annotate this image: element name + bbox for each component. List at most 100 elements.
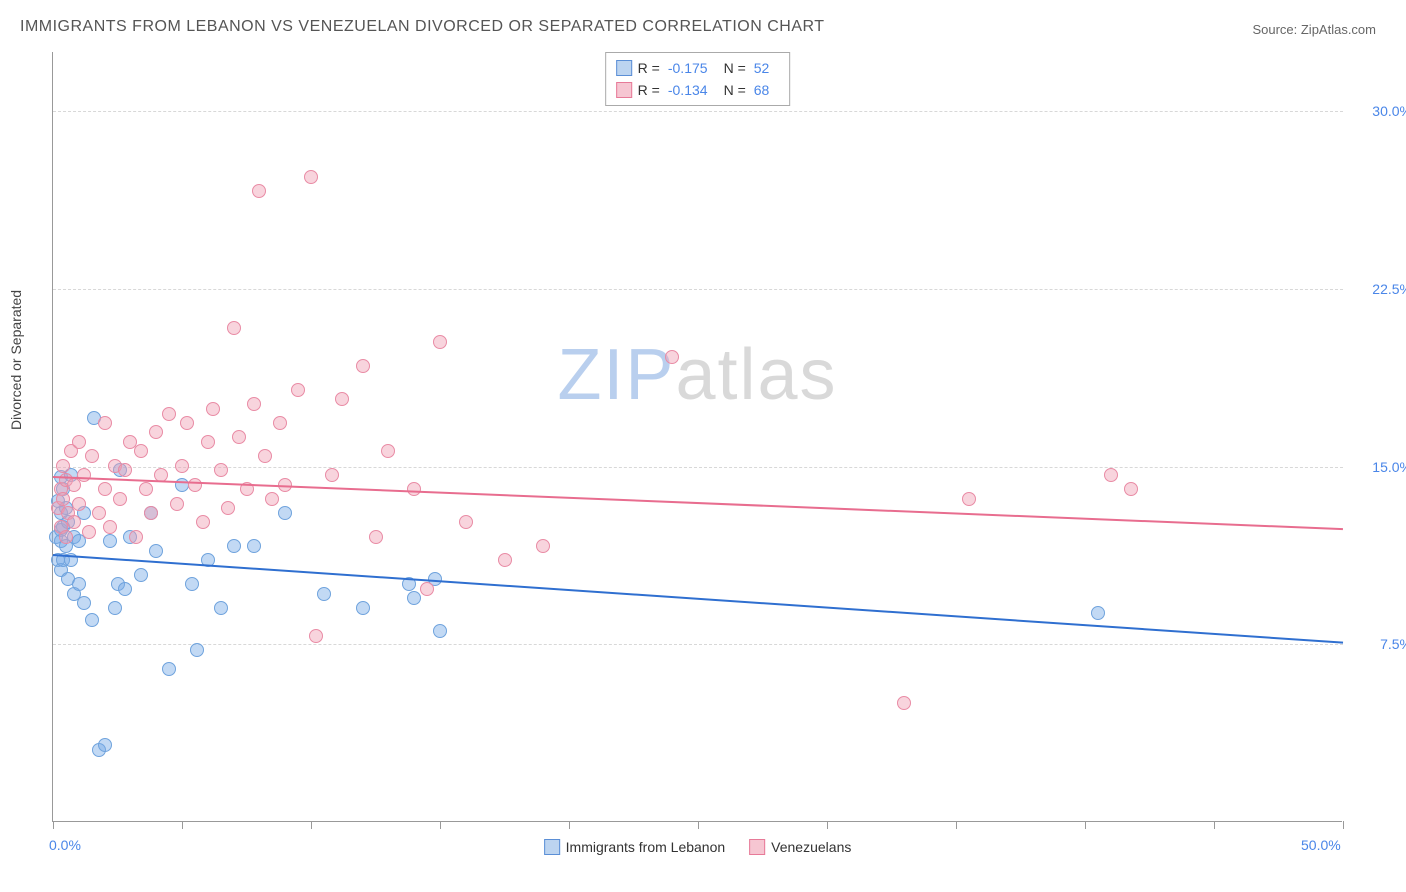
data-point bbox=[201, 435, 215, 449]
data-point bbox=[92, 506, 106, 520]
legend-r-value: -0.134 bbox=[668, 79, 708, 101]
y-tick-label: 15.0% bbox=[1352, 459, 1406, 475]
data-point bbox=[175, 478, 189, 492]
data-point bbox=[118, 582, 132, 596]
data-point bbox=[56, 459, 70, 473]
legend-row: R = -0.134N = 68 bbox=[616, 79, 780, 101]
data-point bbox=[278, 506, 292, 520]
data-point bbox=[162, 407, 176, 421]
legend-swatch bbox=[616, 60, 632, 76]
data-point bbox=[72, 497, 86, 511]
data-point bbox=[98, 416, 112, 430]
data-point bbox=[214, 463, 228, 477]
trend-line bbox=[53, 554, 1343, 644]
source-attribution: Source: ZipAtlas.com bbox=[1252, 22, 1376, 37]
x-tick bbox=[698, 821, 699, 829]
data-point bbox=[227, 321, 241, 335]
data-point bbox=[962, 492, 976, 506]
data-point bbox=[175, 459, 189, 473]
data-point bbox=[325, 468, 339, 482]
data-point bbox=[897, 696, 911, 710]
series-legend: Immigrants from Lebanon Venezuelans bbox=[544, 839, 852, 855]
legend-swatch bbox=[749, 839, 765, 855]
data-point bbox=[356, 359, 370, 373]
gridline bbox=[53, 644, 1343, 645]
data-point bbox=[536, 539, 550, 553]
data-point bbox=[98, 482, 112, 496]
data-point bbox=[291, 383, 305, 397]
data-point bbox=[304, 170, 318, 184]
data-point bbox=[356, 601, 370, 615]
data-point bbox=[369, 530, 383, 544]
data-point bbox=[1104, 468, 1118, 482]
data-point bbox=[162, 662, 176, 676]
y-axis-label: Divorced or Separated bbox=[8, 290, 24, 430]
legend-item: Immigrants from Lebanon bbox=[544, 839, 726, 855]
data-point bbox=[247, 539, 261, 553]
data-point bbox=[433, 335, 447, 349]
data-point bbox=[113, 492, 127, 506]
legend-n-label: N = bbox=[724, 79, 746, 101]
data-point bbox=[381, 444, 395, 458]
data-point bbox=[118, 463, 132, 477]
data-point bbox=[190, 643, 204, 657]
gridline bbox=[53, 467, 1343, 468]
legend-row: R = -0.175N = 52 bbox=[616, 57, 780, 79]
gridline bbox=[53, 289, 1343, 290]
data-point bbox=[407, 482, 421, 496]
x-tick bbox=[956, 821, 957, 829]
legend-n-value: 52 bbox=[754, 57, 770, 79]
data-point bbox=[59, 530, 73, 544]
x-tick bbox=[311, 821, 312, 829]
x-tick bbox=[182, 821, 183, 829]
data-point bbox=[134, 444, 148, 458]
data-point bbox=[72, 435, 86, 449]
data-point bbox=[188, 478, 202, 492]
data-point bbox=[85, 613, 99, 627]
x-tick bbox=[440, 821, 441, 829]
data-point bbox=[206, 402, 220, 416]
plot-area: ZIPatlas R = -0.175N = 52R = -0.134N = 6… bbox=[52, 52, 1342, 822]
legend-n-label: N = bbox=[724, 57, 746, 79]
data-point bbox=[77, 596, 91, 610]
data-point bbox=[221, 501, 235, 515]
trend-line bbox=[53, 476, 1343, 530]
data-point bbox=[665, 350, 679, 364]
gridline bbox=[53, 111, 1343, 112]
source-name: ZipAtlas.com bbox=[1301, 22, 1376, 37]
data-point bbox=[309, 629, 323, 643]
data-point bbox=[196, 515, 210, 529]
data-point bbox=[56, 492, 70, 506]
data-point bbox=[265, 492, 279, 506]
data-point bbox=[82, 525, 96, 539]
x-tick bbox=[827, 821, 828, 829]
data-point bbox=[214, 601, 228, 615]
data-point bbox=[232, 430, 246, 444]
x-tick bbox=[1085, 821, 1086, 829]
data-point bbox=[180, 416, 194, 430]
y-tick-label: 7.5% bbox=[1352, 636, 1406, 652]
data-point bbox=[433, 624, 447, 638]
watermark: ZIPatlas bbox=[557, 334, 837, 416]
legend-label: Immigrants from Lebanon bbox=[566, 839, 726, 855]
source-label: Source: bbox=[1252, 22, 1300, 37]
data-point bbox=[170, 497, 184, 511]
data-point bbox=[129, 530, 143, 544]
data-point bbox=[247, 397, 261, 411]
x-tick bbox=[1343, 821, 1344, 829]
legend-label: Venezuelans bbox=[771, 839, 851, 855]
data-point bbox=[273, 416, 287, 430]
x-tick bbox=[569, 821, 570, 829]
data-point bbox=[103, 534, 117, 548]
data-point bbox=[498, 553, 512, 567]
legend-n-value: 68 bbox=[754, 79, 770, 101]
data-point bbox=[407, 591, 421, 605]
data-point bbox=[1124, 482, 1138, 496]
data-point bbox=[420, 582, 434, 596]
correlation-legend: R = -0.175N = 52R = -0.134N = 68 bbox=[605, 52, 791, 106]
x-tick bbox=[1214, 821, 1215, 829]
legend-swatch bbox=[616, 82, 632, 98]
legend-swatch bbox=[544, 839, 560, 855]
data-point bbox=[98, 738, 112, 752]
data-point bbox=[108, 601, 122, 615]
